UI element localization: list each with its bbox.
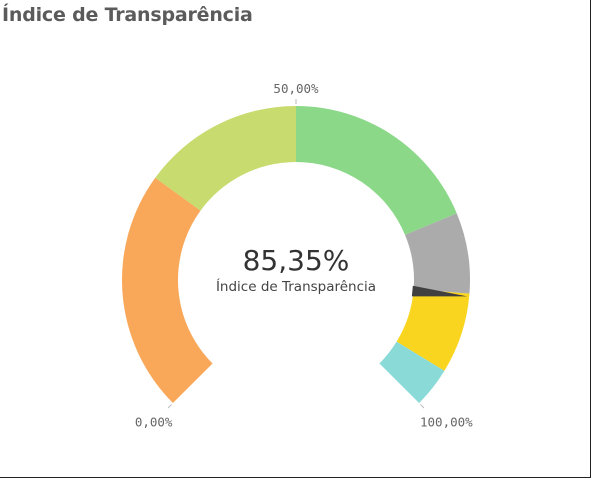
tick-label-mid: 50,00% [273,81,319,96]
kpi-value: 85,35% [243,244,350,277]
gauge-ticks [167,99,425,409]
gauge-needle [411,285,468,297]
gauge-band-6 [379,341,445,404]
gauge-band-3 [296,106,457,235]
gauge-band-1 [121,177,213,404]
tick-label-max: 100,00% [420,414,473,429]
kpi-measure-label: Índice de Transparência [216,278,376,295]
gauge-tick-max [420,404,425,409]
gauge-tick-min [167,404,172,409]
tick-label-min: 0,00% [135,414,173,429]
chart-title: Índice de Transparência [2,4,253,26]
gauge-band-5 [396,289,470,371]
gauge-band-4 [405,213,471,294]
gauge-bands [121,106,471,404]
gauge-band-2 [155,106,296,211]
